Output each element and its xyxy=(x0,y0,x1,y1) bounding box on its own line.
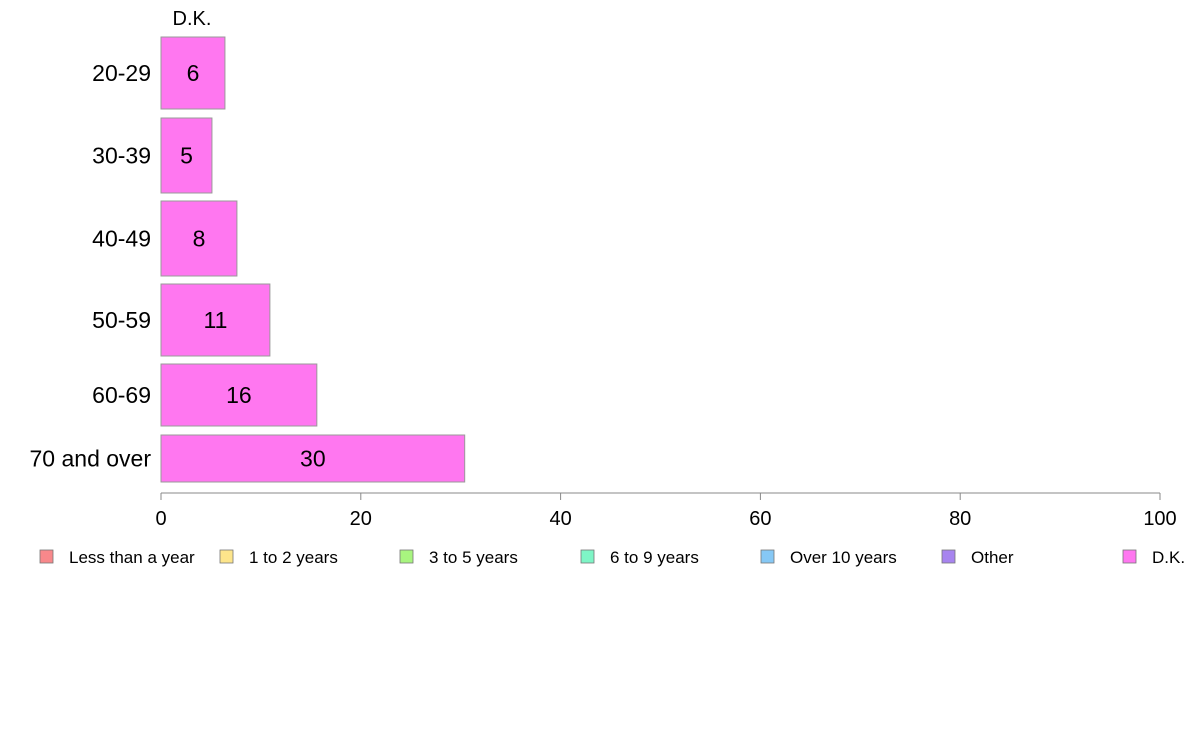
bar-value-label: 30 xyxy=(300,446,326,472)
legend-item: Over 10 years xyxy=(760,548,897,567)
series-header-label: D.K. xyxy=(173,8,212,30)
bar-2 xyxy=(160,200,238,277)
category-label: 60-69 xyxy=(92,382,151,408)
bar-value-label: 6 xyxy=(187,60,200,86)
legend-label: 3 to 5 years xyxy=(429,548,518,567)
legend: Less than a year 1 to 2 years 3 to 5 years… xyxy=(39,548,1185,567)
bar-value-label: 16 xyxy=(226,382,252,408)
x-tick-label: 40 xyxy=(549,508,571,530)
category-label: 40-49 xyxy=(92,226,151,252)
bar-0 xyxy=(160,36,226,110)
bar-1 xyxy=(160,117,213,194)
legend-label: Other xyxy=(971,548,1014,567)
legend-item: 3 to 5 years xyxy=(399,548,518,567)
legend-swatch xyxy=(580,549,595,564)
bar-value-label: 5 xyxy=(180,143,193,169)
bars-layer: 6 20-29 5 30-39 8 40-49 11 50-59 16 60-69 30 70 and… xyxy=(30,36,466,483)
legend-swatch xyxy=(399,549,414,564)
bar-value-label: 11 xyxy=(204,307,228,333)
x-tick-label: 80 xyxy=(949,508,971,530)
legend-swatch xyxy=(39,549,54,564)
legend-label: D.K. xyxy=(1152,548,1185,567)
x-tick-label: 0 xyxy=(155,508,166,530)
legend-item: D.K. xyxy=(1122,548,1185,567)
category-label: 70 and over xyxy=(30,446,152,472)
legend-swatch xyxy=(941,549,956,564)
x-axis: 0 20 40 60 80 100 xyxy=(155,492,1177,530)
legend-label: Less than a year xyxy=(69,548,195,567)
x-tick-label: 20 xyxy=(350,508,372,530)
legend-swatch xyxy=(1122,549,1137,564)
category-label: 20-29 xyxy=(92,60,151,86)
x-tick-label: 100 xyxy=(1143,508,1176,530)
legend-label: Over 10 years xyxy=(790,548,897,567)
category-label: 50-59 xyxy=(92,307,151,333)
x-tick-label: 60 xyxy=(749,508,771,530)
legend-item: Other xyxy=(941,548,1014,567)
category-label: 30-39 xyxy=(92,143,151,169)
bar-value-label: 8 xyxy=(193,226,206,252)
legend-label: 6 to 9 years xyxy=(610,548,699,567)
bar-4 xyxy=(160,363,318,427)
legend-label: 1 to 2 years xyxy=(249,548,338,567)
legend-swatch xyxy=(219,549,234,564)
legend-item: 1 to 2 years xyxy=(219,548,338,567)
legend-item: Less than a year xyxy=(39,548,195,567)
legend-swatch xyxy=(760,549,775,564)
bar-5 xyxy=(160,434,466,483)
bar-3 xyxy=(160,283,271,357)
legend-item: 6 to 9 years xyxy=(580,548,699,567)
